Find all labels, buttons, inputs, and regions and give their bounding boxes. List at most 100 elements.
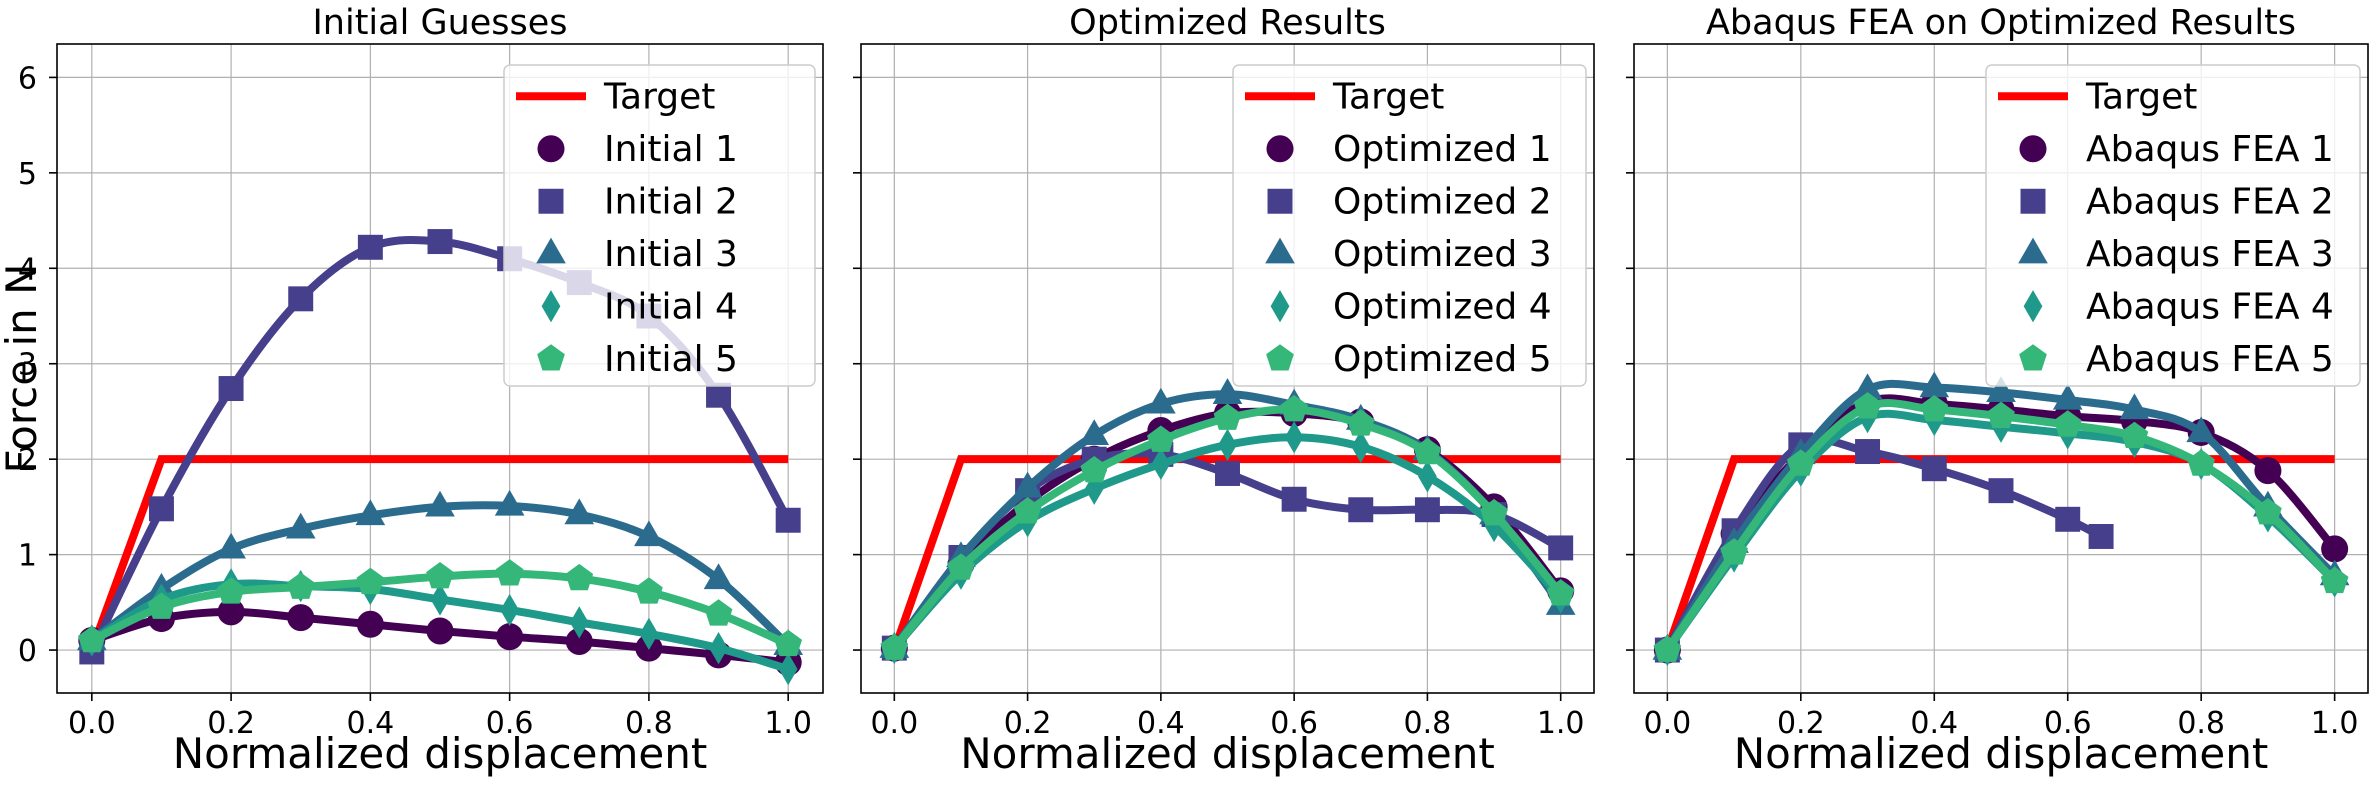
data-point-2-4 [1921,456,1947,482]
x-tick-label-5: 1.0 [2311,706,2359,741]
data-point-1-3 [287,604,315,632]
data-point-3-6 [494,489,525,516]
data-point-1-2 [217,598,245,626]
legend-target-label: Target [2085,76,2197,117]
x-tick-label-0: 0.0 [870,706,918,741]
y-tick-label-1: 1 [18,539,37,574]
legend-marker-4 [1270,290,1290,323]
x-tick-label-1: 0.2 [1004,706,1052,741]
y-tick-label-0: 0 [18,634,37,669]
data-point-5-6 [495,559,524,586]
data-point-1-6 [496,623,524,651]
data-point-5-2 [217,577,245,604]
data-point-3-5 [1986,376,2016,403]
plot-area [879,378,1576,665]
data-point-2-8 [1414,497,1440,523]
legend-target-label: Target [603,76,715,117]
data-point-5-0 [1653,635,1682,662]
data-point-5-4 [1147,425,1175,452]
legend-marker-3 [536,237,566,264]
data-point-5-9 [704,599,733,626]
plot-area [76,229,804,686]
data-point-2-3 [1855,439,1881,465]
data-point-5-1 [947,553,975,580]
legend: Target Initial 1 Initial 2 Initial 3 Initial… [503,64,816,387]
chart-panel-3: 0.0 0.2 0.4 0.6 0.8 1.0 Abaqus FEA on Optimize… [1626,3,2369,778]
series-markers-5 [1653,392,2349,662]
plot-area [1652,371,2350,667]
data-point-2-7 [2088,523,2114,549]
legend-marker-5 [2019,344,2047,371]
x-tick-label-3: 0.6 [1270,706,1318,741]
data-point-4-8 [1418,460,1437,493]
data-point-5-0 [77,625,106,653]
data-point-5-7 [1346,409,1375,436]
data-point-5-7 [565,563,594,591]
data-point-5-6 [1280,394,1308,422]
legend-label-3: Optimized 3 [1333,234,1552,275]
legend-label-2: Initial 2 [604,181,738,222]
data-point-5-1 [147,592,176,619]
x-tick-label-5: 1.0 [764,706,812,741]
data-point-3-6 [2052,383,2083,410]
axes-frame [1633,43,2369,694]
legend-box [1985,64,2361,387]
data-point-2-6 [1281,486,1307,512]
data-point-4-5 [1218,428,1237,461]
data-point-4-5 [430,583,450,616]
data-point-5-9 [1480,499,1508,526]
chart-title: Abaqus FEA on Optimized Results [1706,3,2296,43]
y-tick-label-3: 3 [18,348,37,383]
axes-frame [56,43,824,694]
x-tick-label-2: 0.4 [1910,706,1958,741]
y-tick-label-6: 6 [18,61,37,96]
data-point-3-2 [216,532,246,559]
data-point-5-8 [1413,437,1442,465]
x-tick-label-4: 0.8 [625,706,673,741]
legend-box [503,64,816,387]
data-point-2-5 [1988,478,2014,504]
legend-label-3: Initial 3 [604,234,738,275]
data-point-1-9 [2254,457,2282,485]
data-point-3-8 [2186,416,2217,443]
legend: Target Optimized 1 Optimized 2 Optimized 3 O… [1232,64,1587,387]
x-tick-label-0: 0.0 [68,706,116,741]
data-point-3-5 [425,490,455,517]
legend-marker-2 [2020,188,2046,214]
legend-label-5: Initial 5 [604,339,738,380]
data-point-3-4 [1146,387,1176,414]
data-point-2-1 [148,496,174,522]
data-point-5-0 [880,633,909,660]
data-point-4-4 [1151,447,1171,481]
legend-box [1232,64,1587,387]
legend-label-5: Optimized 5 [1333,339,1552,380]
x-axis-label: Normalized displacement [1734,729,2269,778]
target-line [88,455,789,652]
data-point-2-2 [218,376,244,402]
x-tick-label-3: 0.6 [486,706,534,741]
data-point-1-5 [426,617,454,645]
x-axis-label: Normalized displacement [173,729,708,778]
x-tick-label-1: 0.2 [1777,706,1825,741]
series-markers-5 [77,559,803,657]
legend-label-2: Optimized 2 [1333,181,1552,222]
data-point-3-2 [1012,471,1043,498]
data-point-5-9 [2254,498,2282,525]
data-point-3-5 [1212,378,1243,404]
legend-marker-4 [2023,290,2043,323]
x-tick-label-5: 1.0 [1537,706,1585,741]
data-point-4-7 [1351,430,1371,463]
axes-frame [860,43,1595,694]
data-point-4-6 [1284,421,1304,454]
data-point-2-9 [706,382,732,408]
series-markers-5 [880,394,1575,660]
legend: Target Abaqus FEA 1 Abaqus FEA 2 Abaqus FEA… [1985,64,2361,387]
legend-marker-2 [1267,188,1293,214]
data-point-3-3 [1079,419,1110,445]
data-point-5-3 [1080,456,1109,483]
data-point-3-9 [703,563,734,590]
x-tick-label-4: 0.8 [2177,706,2225,741]
data-point-4-9 [709,632,728,665]
y-tick-label-2: 2 [18,443,37,478]
